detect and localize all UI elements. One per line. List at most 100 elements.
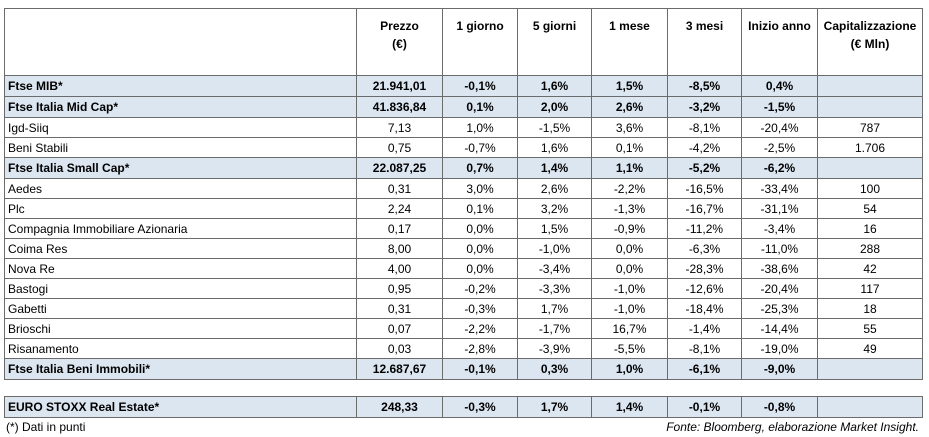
- table-cell: 787: [817, 117, 923, 138]
- table-cell: 0,95: [356, 278, 443, 299]
- table-cell: -6,3%: [667, 238, 742, 259]
- table-cell: 1,6%: [517, 137, 592, 158]
- table-cell: -2,2%: [591, 178, 668, 199]
- table-cell: Nova Re: [4, 258, 357, 279]
- table-cell: -0,8%: [741, 396, 818, 418]
- table-cell: -1,3%: [591, 198, 668, 219]
- table-cell: -1,5%: [517, 117, 592, 138]
- table-cell: Igd-Siiq: [4, 117, 357, 138]
- table-cell: 1,0%: [591, 358, 668, 380]
- table-cell: Brioschi: [4, 318, 357, 339]
- table-row: Ftse Italia Small Cap* 22.087,25 0,7% 1,4% 1…: [4, 157, 923, 179]
- table-row: Coima Res 8,00 0,0% -1,0% 0,0% -6,3% -11,0% 288: [4, 238, 923, 259]
- table-cell: 0,07: [356, 318, 443, 339]
- table-row: Brioschi 0,07 -2,2% -1,7% 16,7% -1,4% -14,4% 55: [4, 318, 923, 339]
- table-cell: [817, 96, 923, 118]
- table-cell: [817, 75, 923, 97]
- table-cell: -31,1%: [741, 198, 818, 219]
- table-cell: 21.941,01: [356, 75, 443, 97]
- header-row: Prezzo (€) 1 giorno 5 giorni 1 mese 3 mesi In…: [4, 8, 923, 76]
- table-cell: -3,4%: [741, 218, 818, 239]
- table-cell: -0,9%: [591, 218, 668, 239]
- table-cell: -1,0%: [591, 278, 668, 299]
- table-cell: -5,5%: [591, 338, 668, 359]
- table-cell: -16,7%: [667, 198, 742, 219]
- table-cell: 1,7%: [517, 298, 592, 319]
- table-cell: -6,2%: [741, 157, 818, 179]
- table-cell: 0,1%: [442, 198, 518, 219]
- table-cell: 1,0%: [442, 117, 518, 138]
- table-row: Compagnia Immobiliare Azionaria 0,17 0,0% 1…: [4, 218, 923, 239]
- table-cell: -8,1%: [667, 338, 742, 359]
- table-cell: 288: [817, 238, 923, 259]
- table-cell: -28,3%: [667, 258, 742, 279]
- table-cell: -9,0%: [741, 358, 818, 380]
- table-cell: -1,5%: [741, 96, 818, 118]
- header-cell: 5 giorni: [517, 8, 592, 76]
- table-cell: 0,31: [356, 178, 443, 199]
- table-cell: -0,2%: [442, 278, 518, 299]
- table-cell: 1,1%: [591, 157, 668, 179]
- table-cell: 0,0%: [442, 238, 518, 259]
- table-cell: 0,0%: [591, 238, 668, 259]
- table-cell: 1,7%: [517, 396, 592, 418]
- table-cell: 1,5%: [517, 218, 592, 239]
- table-cell: 1,5%: [591, 75, 668, 97]
- table-cell: Ftse Italia Mid Cap*: [4, 96, 357, 118]
- table-cell: -16,5%: [667, 178, 742, 199]
- table-cell: Bastogi: [4, 278, 357, 299]
- table-cell: -12,6%: [667, 278, 742, 299]
- table-cell: 1,4%: [591, 396, 668, 418]
- table-cell: 3,0%: [442, 178, 518, 199]
- table-row: Gabetti 0,31 -0,3% 1,7% -1,0% -18,4% -25,3% 18: [4, 298, 923, 319]
- table-cell: 1.706: [817, 137, 923, 158]
- table-cell: 0,1%: [442, 96, 518, 118]
- table-row: Nova Re 4,00 0,0% -3,4% 0,0% -28,3% -38,6% 42: [4, 258, 923, 279]
- table-cell: -1,0%: [517, 238, 592, 259]
- table-cell: -2,2%: [442, 318, 518, 339]
- table-cell: -4,2%: [667, 137, 742, 158]
- table-cell: Gabetti: [4, 298, 357, 319]
- table-row: Plc 2,24 0,1% 3,2% -1,3% -16,7% -31,1% 54: [4, 198, 923, 219]
- table-row: Beni Stabili 0,75 -0,7% 1,6% 0,1% -4,2% -2,5% 1…: [4, 137, 923, 158]
- table-cell: -3,4%: [517, 258, 592, 279]
- data-table: Prezzo (€) 1 giorno 5 giorni 1 mese 3 mesi In…: [4, 8, 923, 380]
- table-cell: -0,7%: [442, 137, 518, 158]
- table-row: Aedes 0,31 3,0% 2,6% -2,2% -16,5% -33,4% 100: [4, 178, 923, 199]
- table-cell: [817, 358, 923, 380]
- table-row: Ftse MIB* 21.941,01 -0,1% 1,6% 1,5% -8,5% 0,4%: [4, 75, 923, 97]
- table-cell: 8,00: [356, 238, 443, 259]
- header-cell: 1 mese: [591, 8, 668, 76]
- table-cell: 0,4%: [741, 75, 818, 97]
- table-cell: -38,6%: [741, 258, 818, 279]
- table-cell: -6,1%: [667, 358, 742, 380]
- table-cell: 1,4%: [517, 157, 592, 179]
- header-cell: Capitalizzazione (€ Mln): [817, 8, 923, 76]
- footnote: (*) Dati in punti: [6, 420, 86, 434]
- table-cell: -20,4%: [741, 117, 818, 138]
- table-row: Ftse Italia Beni Immobili* 12.687,67 -0,1%…: [4, 358, 923, 380]
- header-cell: [4, 8, 357, 76]
- table-cell: Ftse Italia Beni Immobili*: [4, 358, 357, 380]
- table-cell: -2,5%: [741, 137, 818, 158]
- table-cell: -25,3%: [741, 298, 818, 319]
- table-cell: 42: [817, 258, 923, 279]
- table-cell: -14,4%: [741, 318, 818, 339]
- summary-table: EURO STOXX Real Estate* 248,33 -0,3% 1,7% 1,…: [4, 396, 923, 418]
- table-cell: -0,1%: [442, 75, 518, 97]
- table-cell: Aedes: [4, 178, 357, 199]
- header-cell: 3 mesi: [667, 8, 742, 76]
- source: Fonte: Bloomberg, elaborazione Market In…: [666, 420, 919, 434]
- table-cell: -18,4%: [667, 298, 742, 319]
- table-cell: -20,4%: [741, 278, 818, 299]
- table-cell: -8,5%: [667, 75, 742, 97]
- table-cell: 0,0%: [442, 218, 518, 239]
- table-cell: -0,3%: [442, 396, 518, 418]
- table-cell: -1,4%: [667, 318, 742, 339]
- table-cell: 0,03: [356, 338, 443, 359]
- table-cell: -0,1%: [667, 396, 742, 418]
- table-cell: 41.836,84: [356, 96, 443, 118]
- table-cell: -33,4%: [741, 178, 818, 199]
- table-row: Igd-Siiq 7,13 1,0% -1,5% 3,6% -8,1% -20,4% 787: [4, 117, 923, 138]
- table-cell: 22.087,25: [356, 157, 443, 179]
